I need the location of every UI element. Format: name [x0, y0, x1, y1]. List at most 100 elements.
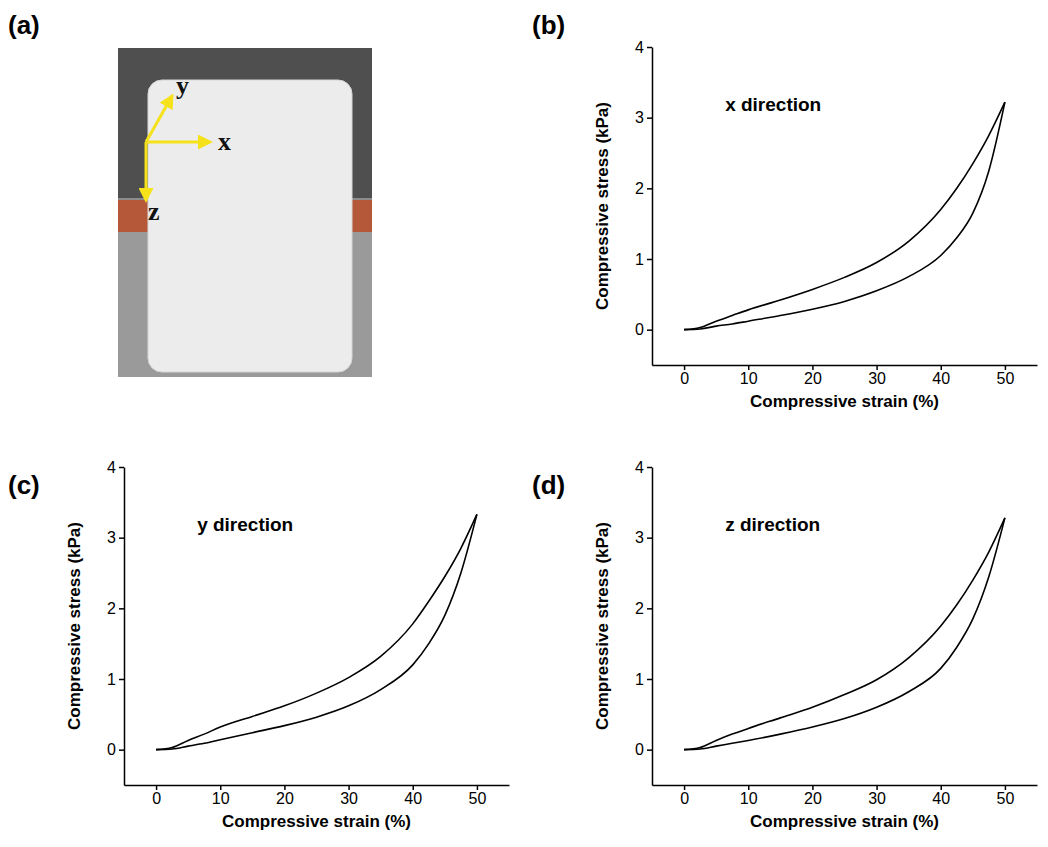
- tick-mark: [119, 749, 124, 751]
- tick: 0: [680, 365, 689, 387]
- curve: [684, 102, 1005, 330]
- tick-label: 3: [107, 529, 116, 546]
- tick-label: 0: [680, 790, 689, 807]
- tick-label: 30: [868, 790, 886, 807]
- tick-mark: [1005, 365, 1007, 370]
- axis-arrow: [145, 142, 148, 200]
- curve: [156, 514, 477, 749]
- axis-line: [125, 785, 510, 787]
- tick: 3: [635, 109, 652, 126]
- tick-label: 1: [635, 671, 644, 688]
- tick-mark: [1005, 785, 1007, 790]
- plot-area: [684, 102, 1005, 330]
- panel-label: (c): [8, 470, 40, 500]
- tick-label: 0: [635, 321, 644, 338]
- tick: 0: [635, 321, 652, 338]
- tick-label: 10: [212, 790, 230, 807]
- plot-area: [684, 518, 1005, 750]
- y-axis-title: Compressive stress (kPa): [593, 102, 612, 310]
- tick: 3: [107, 529, 124, 546]
- photo-background: [118, 48, 372, 377]
- tick-mark: [119, 608, 124, 610]
- y-axis: 0 1 2 3 4: [107, 459, 124, 786]
- tick: 0: [152, 785, 161, 807]
- tick: 40: [932, 365, 950, 387]
- tick-label: 2: [107, 600, 116, 617]
- tick-mark: [647, 537, 652, 539]
- tick-label: 0: [107, 741, 116, 758]
- axis-arrow-label: z: [148, 197, 160, 226]
- tick-mark: [812, 785, 814, 790]
- tick-mark: [876, 365, 878, 370]
- y-axis-title: Compressive stress (kPa): [65, 522, 84, 730]
- tick-mark: [684, 785, 686, 790]
- axis-arrow-label: y: [176, 71, 189, 100]
- tick-mark: [812, 365, 814, 370]
- x-axis: 01020304050: [653, 785, 1038, 807]
- x-axis-title: Compressive strain (%): [750, 812, 939, 831]
- panel-label: (b): [532, 10, 565, 40]
- tick: 2: [107, 600, 124, 617]
- tick-mark: [647, 467, 652, 469]
- tick: 20: [276, 785, 294, 807]
- tick-mark: [647, 679, 652, 681]
- tick: 0: [680, 785, 689, 807]
- annotation: z direction: [725, 514, 820, 535]
- chart-panel: 0102030405001234Compressive strain (%)Co…: [593, 459, 1038, 831]
- tick: 3: [635, 529, 652, 546]
- tick: 2: [635, 180, 652, 197]
- chart-panel: 0102030405001234Compressive strain (%)Co…: [593, 39, 1038, 411]
- axis-arrow: [146, 141, 210, 144]
- tick: 30: [868, 365, 886, 387]
- x-axis: 01020304050: [653, 365, 1038, 387]
- tick: 10: [740, 785, 758, 807]
- tick: 10: [740, 365, 758, 387]
- axis-line: [124, 468, 126, 786]
- tick-label: 0: [680, 370, 689, 387]
- tick-mark: [348, 785, 350, 790]
- tick-label: 3: [635, 529, 644, 546]
- tick-mark: [647, 329, 652, 331]
- x-axis: 01020304050: [125, 785, 510, 807]
- tick-mark: [647, 259, 652, 261]
- axis-arrow-label: x: [218, 127, 231, 156]
- axis-line: [652, 48, 654, 366]
- y-axis: 0 1 2 3 4: [635, 39, 652, 366]
- tick-label: 0: [152, 790, 161, 807]
- axis-arrow: [146, 96, 172, 142]
- tick-mark: [647, 188, 652, 190]
- tick-mark: [647, 47, 652, 49]
- tick-mark: [647, 117, 652, 119]
- axis-line: [653, 785, 1038, 787]
- tick-label: 2: [635, 180, 644, 197]
- tick: 30: [868, 785, 886, 807]
- tick: 4: [635, 39, 652, 56]
- tick-mark: [156, 785, 158, 790]
- tick-mark: [119, 467, 124, 469]
- tick-label: 50: [997, 790, 1015, 807]
- tick-label: 10: [740, 370, 758, 387]
- y-axis: 0 1 2 3 4: [635, 459, 652, 786]
- tick-label: 2: [635, 600, 644, 617]
- tick-label: 0: [635, 741, 644, 758]
- tick-label: 4: [107, 459, 116, 476]
- tick-label: 1: [635, 251, 644, 268]
- tick-label: 20: [804, 790, 822, 807]
- tick-label: 10: [740, 790, 758, 807]
- curve: [684, 518, 1005, 750]
- tick-label: 1: [107, 671, 116, 688]
- tick-mark: [284, 785, 286, 790]
- tick-label: 4: [635, 459, 644, 476]
- tick: 50: [997, 785, 1015, 807]
- tick-mark: [941, 785, 943, 790]
- tick-mark: [647, 608, 652, 610]
- chart-panel: 0102030405001234Compressive strain (%)Co…: [65, 459, 510, 831]
- tick: 20: [804, 365, 822, 387]
- x-axis-title: Compressive strain (%): [750, 392, 939, 411]
- tick: 0: [107, 741, 124, 758]
- annotation: x direction: [725, 94, 821, 115]
- tick: 1: [635, 671, 652, 688]
- tick-mark: [876, 785, 878, 790]
- axis-line: [652, 468, 654, 786]
- tick: 4: [635, 459, 652, 476]
